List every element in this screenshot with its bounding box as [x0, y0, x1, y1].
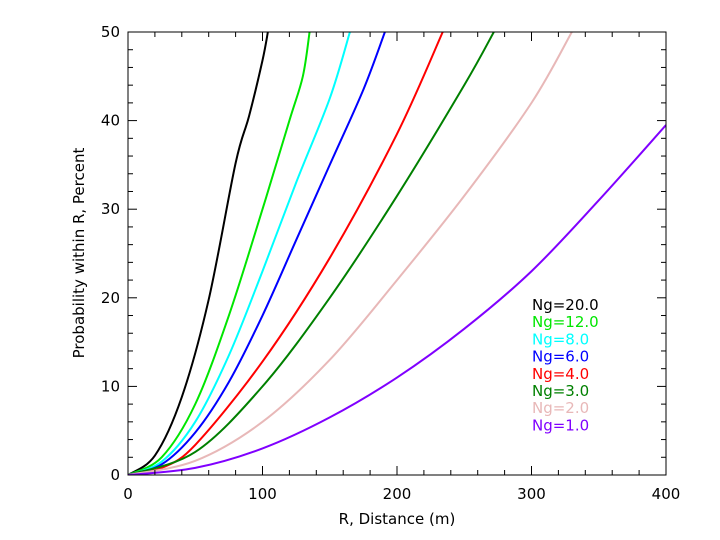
x-tick-label: 200 [383, 485, 412, 503]
x-tick-label: 400 [652, 485, 681, 503]
legend-entry-ng-20-0: Ng=20.0 [532, 296, 599, 314]
legend-entry-ng-6-0: Ng=6.0 [532, 348, 589, 366]
axes-layer: 0 100 200 300 400 0 10 20 30 40 50 [101, 23, 680, 503]
series-line-ng-20-0 [128, 32, 269, 475]
y-tick-label: 0 [110, 466, 120, 484]
legend-entry-ng-2-0: Ng=2.0 [532, 399, 589, 417]
series-line-ng-8-0 [128, 32, 351, 475]
y-tick-label: 30 [101, 200, 120, 218]
y-tick-label: 20 [101, 289, 120, 307]
x-tick-label: 100 [248, 485, 277, 503]
x-tick-label: 0 [123, 485, 133, 503]
series-line-ng-6-0 [128, 32, 386, 475]
series-line-ng-3-0 [128, 32, 495, 475]
legend-entry-ng-1-0: Ng=1.0 [532, 416, 589, 434]
series-line-ng-12-0 [128, 32, 311, 475]
series-line-ng-2-0 [128, 32, 573, 475]
series-line-ng-1-0 [128, 124, 666, 475]
legend-entry-ng-3-0: Ng=3.0 [532, 382, 589, 400]
series-line-ng-4-0 [128, 32, 444, 475]
y-tick-label: 10 [101, 377, 120, 395]
legend-entry-ng-12-0: Ng=12.0 [532, 313, 599, 331]
y-tick-label: 40 [101, 112, 120, 130]
y-axis-label: Probability within R, Percent [70, 148, 88, 359]
legend-entry-ng-8-0: Ng=8.0 [532, 330, 589, 348]
curves-layer [128, 32, 666, 475]
legend-entry-ng-4-0: Ng=4.0 [532, 365, 589, 383]
x-axis-label: R, Distance (m) [339, 510, 456, 528]
x-tick-label: 300 [517, 485, 546, 503]
legend: Ng=20.0Ng=12.0Ng=8.0Ng=6.0Ng=4.0Ng=3.0Ng… [532, 296, 599, 434]
y-tick-label: 50 [101, 23, 120, 41]
